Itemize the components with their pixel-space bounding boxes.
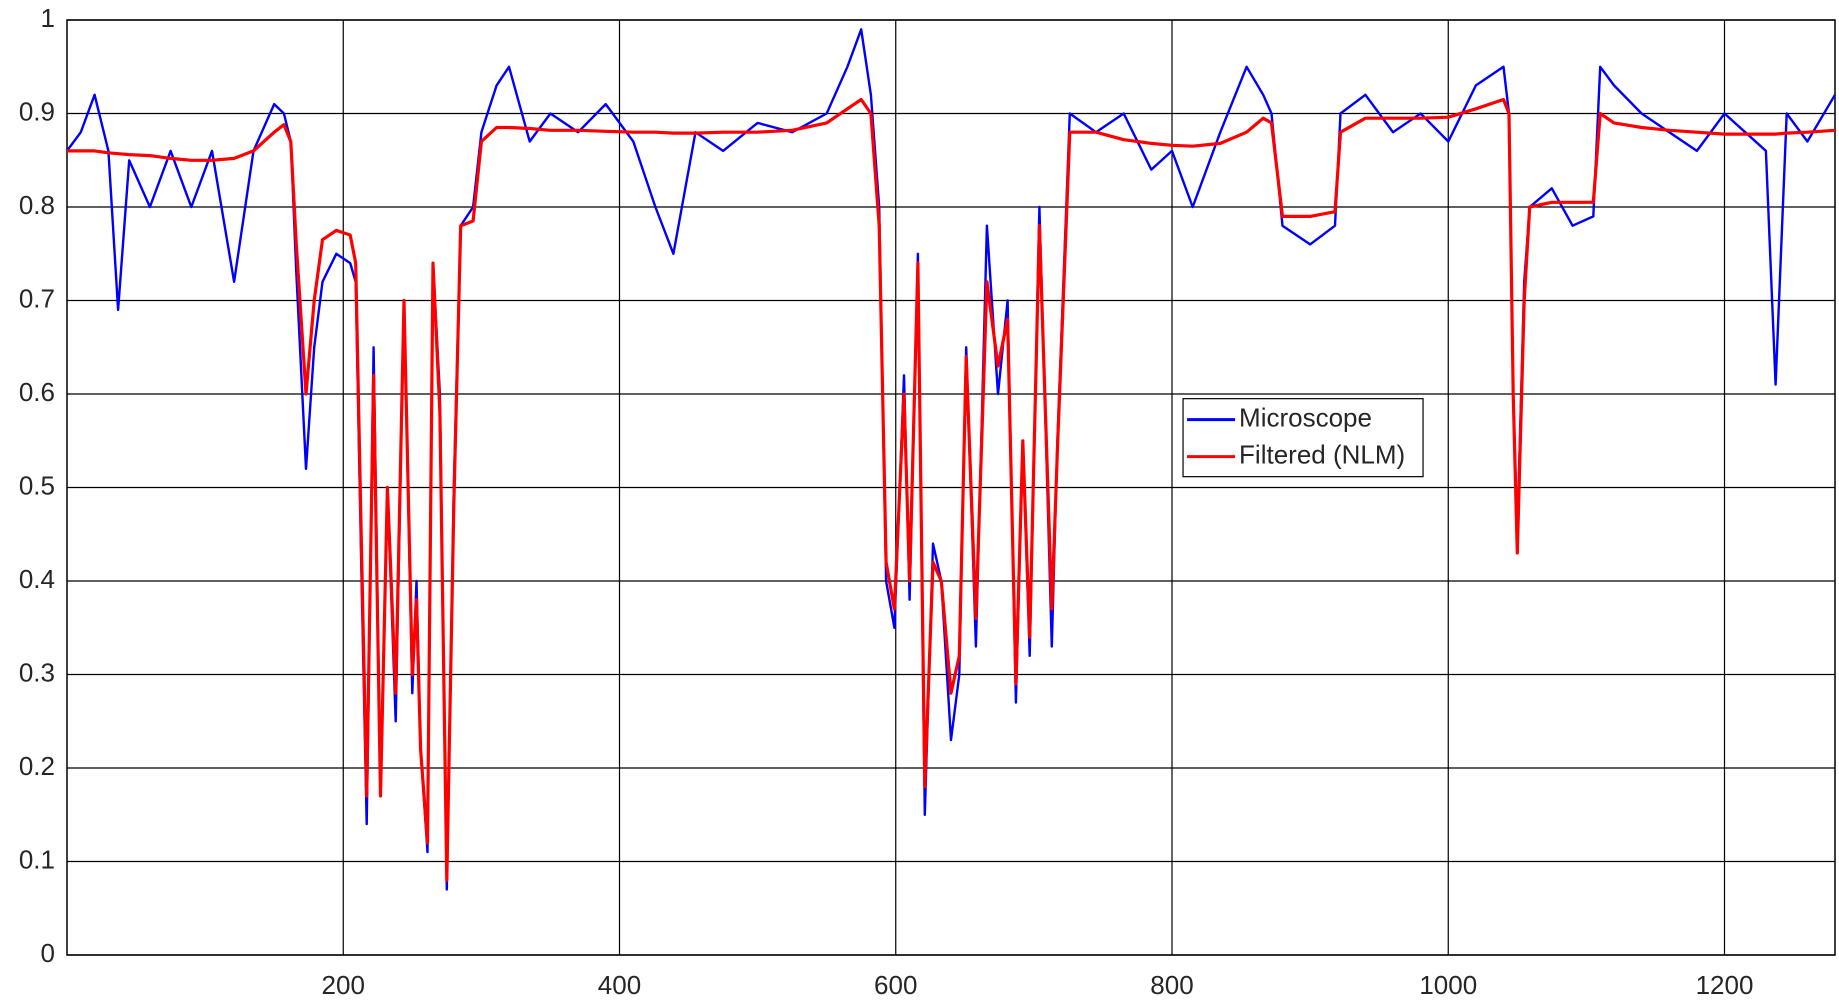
y-tick-label: 1 xyxy=(41,3,55,33)
y-tick-label: 0.9 xyxy=(19,96,55,126)
x-tick-label: 1000 xyxy=(1419,970,1477,1000)
y-tick-label: 0.1 xyxy=(19,844,55,874)
y-tick-label: 0.8 xyxy=(19,190,55,220)
line-series xyxy=(67,97,1836,882)
legend-label: Microscope xyxy=(1239,403,1372,433)
line-series xyxy=(66,28,1837,891)
plot-border xyxy=(66,19,1836,956)
y-tick-label: 0.5 xyxy=(19,470,55,500)
y-tick-label: 0.7 xyxy=(19,283,55,313)
y-tick-label: 0.4 xyxy=(19,564,55,594)
x-tick-label: 800 xyxy=(1150,970,1193,1000)
x-tick-label: 1200 xyxy=(1696,970,1754,1000)
x-tick-label: 200 xyxy=(322,970,365,1000)
y-tick-label: 0.6 xyxy=(19,377,55,407)
y-tick-label: 0.3 xyxy=(19,657,55,687)
x-tick-label: 400 xyxy=(598,970,641,1000)
legend: Microscope Filtered (NLM) xyxy=(1182,398,1424,478)
y-tick-label: 0.2 xyxy=(19,751,55,781)
y-tick-label: 0 xyxy=(41,938,55,968)
legend-box xyxy=(1182,398,1424,478)
legend-label: Filtered (NLM) xyxy=(1239,440,1405,470)
x-tick-label: 600 xyxy=(874,970,917,1000)
